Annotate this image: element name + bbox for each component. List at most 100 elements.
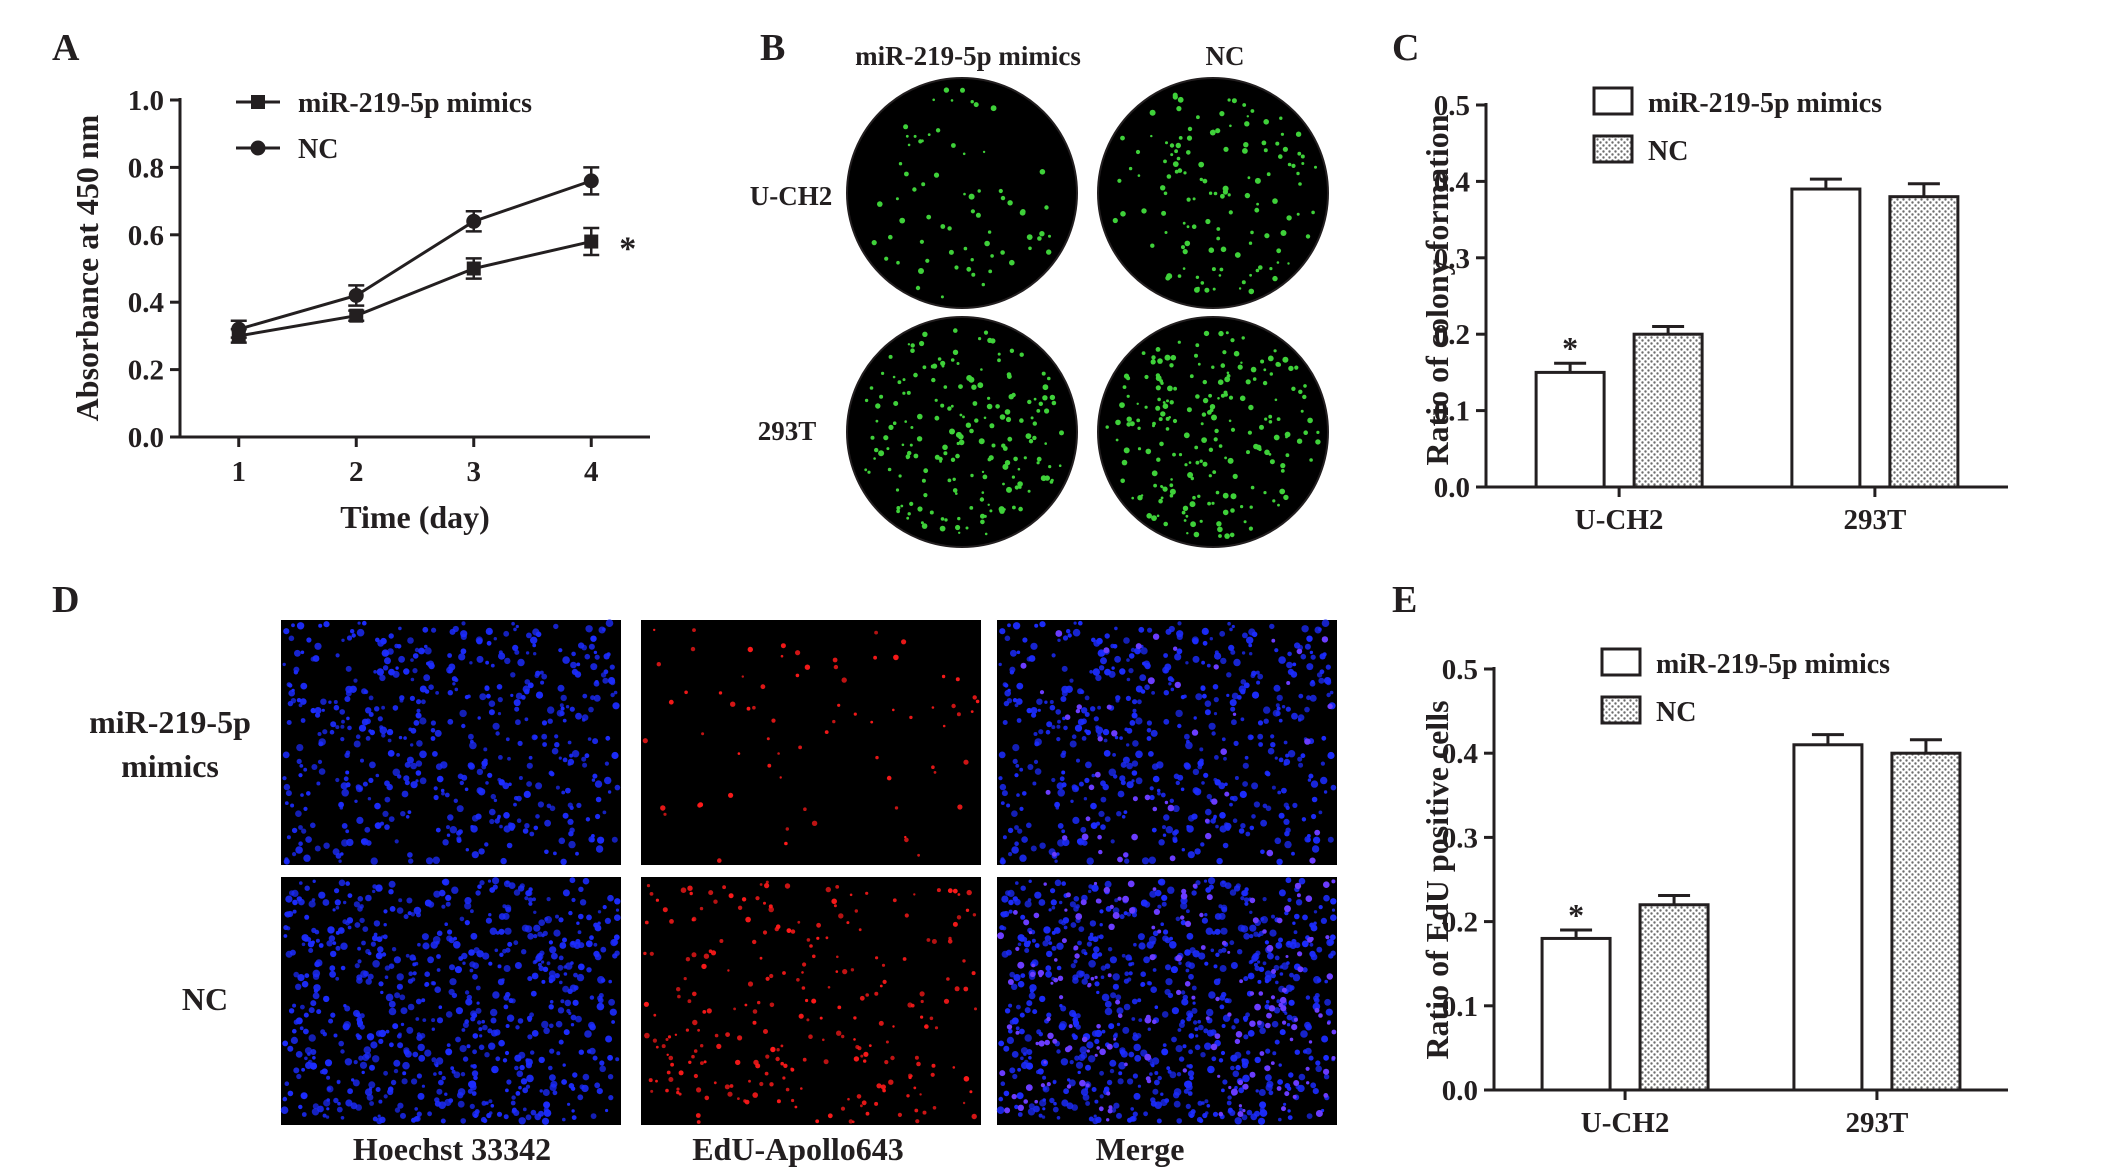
cell-dot bbox=[1054, 801, 1060, 808]
merged-dot bbox=[1323, 881, 1330, 888]
cell-dot bbox=[1329, 690, 1334, 695]
colony-dot bbox=[1224, 376, 1231, 383]
cell-dot bbox=[531, 734, 538, 741]
cell-dot bbox=[461, 774, 468, 781]
cell-dot bbox=[517, 740, 523, 747]
chart-c-bar-mimics bbox=[1790, 187, 1862, 489]
cell-dot bbox=[513, 889, 521, 896]
cell-dot bbox=[1054, 879, 1062, 887]
cell-dot bbox=[648, 1078, 653, 1083]
colony-dot bbox=[1169, 400, 1174, 405]
colony-dot bbox=[1037, 236, 1042, 241]
cell-dot bbox=[1103, 738, 1108, 743]
colony-dot bbox=[1150, 243, 1155, 248]
cell-dot bbox=[1248, 628, 1256, 636]
cell-dot bbox=[304, 914, 310, 920]
cell-dot bbox=[411, 1117, 417, 1123]
merged-dot bbox=[1220, 748, 1227, 755]
colony-dot bbox=[1248, 404, 1254, 411]
cell-dot bbox=[1227, 1109, 1232, 1114]
cell-dot bbox=[300, 698, 307, 705]
cell-dot bbox=[769, 1002, 775, 1008]
colony-dot bbox=[881, 371, 885, 375]
merged-dot bbox=[1289, 1037, 1294, 1042]
cell-dot bbox=[537, 931, 543, 937]
colony-dot bbox=[1161, 210, 1167, 216]
cell-dot bbox=[901, 639, 907, 645]
cell-dot bbox=[1180, 695, 1185, 700]
cell-dot bbox=[399, 698, 404, 703]
cell-dot bbox=[354, 963, 360, 969]
cell-dot bbox=[1258, 966, 1265, 972]
cell-dot bbox=[359, 917, 365, 924]
cell-dot bbox=[1069, 678, 1074, 683]
cell-dot bbox=[1069, 901, 1076, 908]
colony-dot bbox=[901, 443, 905, 447]
colony-dot bbox=[1287, 162, 1292, 167]
cell-dot bbox=[1222, 842, 1229, 849]
colony-dot bbox=[1003, 508, 1006, 511]
colony-dot bbox=[1287, 262, 1290, 265]
cell-dot bbox=[556, 709, 564, 717]
colony-dot bbox=[1177, 96, 1184, 103]
merged-dot bbox=[1152, 633, 1160, 640]
cell-dot bbox=[848, 1119, 853, 1124]
colony-dot bbox=[1229, 124, 1232, 128]
cell-dot bbox=[568, 840, 576, 849]
cell-dot bbox=[375, 773, 380, 778]
cell-dot bbox=[445, 1011, 453, 1018]
cell-dot bbox=[468, 733, 474, 740]
cell-dot bbox=[412, 668, 418, 674]
cell-dot bbox=[1292, 662, 1297, 667]
cell-dot bbox=[466, 1044, 471, 1049]
cell-dot bbox=[450, 1066, 455, 1071]
cell-dot bbox=[1289, 942, 1297, 949]
merged-dot bbox=[1238, 1104, 1242, 1108]
colony-dot bbox=[1249, 505, 1253, 509]
cell-dot bbox=[1285, 877, 1292, 884]
cell-dot bbox=[837, 1005, 842, 1010]
cell-dot bbox=[1038, 729, 1044, 735]
cell-dot bbox=[815, 1119, 820, 1124]
colony-dot bbox=[912, 187, 917, 192]
chart-c-bar-mimics bbox=[1534, 370, 1606, 489]
cell-dot bbox=[356, 1034, 362, 1041]
cell-dot bbox=[1119, 775, 1126, 782]
cell-dot bbox=[693, 1073, 699, 1079]
cell-dot bbox=[1021, 836, 1028, 843]
cell-dot bbox=[1151, 763, 1159, 770]
cell-dot bbox=[919, 1093, 922, 1096]
cell-dot bbox=[1171, 1007, 1179, 1015]
colony-dot bbox=[943, 87, 950, 93]
cell-dot bbox=[374, 822, 382, 829]
cell-dot bbox=[1147, 1027, 1152, 1031]
cell-dot bbox=[1052, 1079, 1057, 1084]
colony-dot bbox=[1230, 508, 1235, 513]
cell-dot bbox=[418, 647, 425, 655]
cell-dot bbox=[456, 805, 464, 813]
colony-dot bbox=[1182, 505, 1189, 511]
cell-dot bbox=[562, 812, 569, 819]
cell-dot bbox=[1219, 825, 1227, 833]
cell-dot bbox=[1324, 979, 1328, 984]
cell-dot bbox=[1281, 962, 1289, 970]
cell-dot bbox=[1186, 909, 1190, 914]
cell-dot bbox=[461, 723, 466, 729]
colony-dot bbox=[1197, 494, 1201, 498]
merged-dot bbox=[1181, 888, 1187, 894]
cell-dot bbox=[1318, 810, 1323, 815]
cell-dot bbox=[493, 798, 498, 803]
cell-dot bbox=[1275, 703, 1280, 708]
cell-dot bbox=[1226, 672, 1232, 678]
cell-dot bbox=[1150, 986, 1157, 993]
colony-dot bbox=[1255, 268, 1260, 273]
colony-dot bbox=[899, 217, 906, 224]
cell-dot bbox=[1218, 1058, 1224, 1063]
colony-dot bbox=[1268, 414, 1273, 419]
cell-dot bbox=[407, 637, 414, 644]
colony-dot bbox=[1204, 287, 1210, 293]
cell-dot bbox=[1002, 682, 1008, 687]
cell-dot bbox=[347, 893, 353, 898]
cell-dot bbox=[343, 900, 347, 905]
cell-dot bbox=[1240, 823, 1246, 829]
